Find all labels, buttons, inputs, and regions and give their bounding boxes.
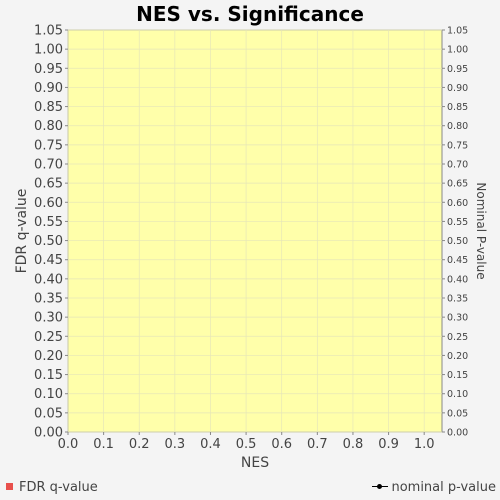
y-tick-label: 0.35 [34,292,63,307]
y-tick-label: 0.95 [34,62,63,77]
y-right-tick-label: 0.55 [447,217,468,228]
x-tick-label: 0.9 [378,437,399,452]
y-tick-label: 0.05 [34,406,63,421]
y-right-tick-label: 0.90 [447,83,468,94]
x-tick-label: 0.1 [93,437,114,452]
x-tick-label: 0.5 [236,437,257,452]
y-tick-label: 0.60 [34,196,63,211]
x-tick-label: 0.6 [271,437,292,452]
y-tick-label: 0.65 [34,177,63,192]
x-tick-label: 0.8 [343,437,364,452]
plot-background [67,29,443,433]
x-axis: 0.0 0.1 0.2 0.3 0.4 0.5 0.6 0.7 0.8 0.9 1.0 [58,432,435,452]
legend-nominal-label: nominal p-value [391,480,496,495]
y-tick-label: 1.00 [34,43,63,58]
y-tick-label: 0.30 [34,311,63,326]
grid-lines [67,29,442,433]
y-tick-label: 0.55 [34,215,63,230]
x-tick-label: 0.7 [307,437,328,452]
y-tick-label: 1.05 [34,24,63,39]
y-tick-label: 0.45 [34,253,63,268]
y-tick-label: 0.25 [34,330,63,345]
x-tick-label: 0.2 [129,437,150,452]
y-right-tick-label: 0.70 [447,160,468,171]
y-axis-label: FDR q-value [14,189,30,274]
y-right-tick-label: 0.40 [447,274,468,285]
y-tick-label: 0.40 [34,272,63,287]
line-marker-icon [372,483,389,491]
y-right-tick-label: 0.80 [447,121,468,132]
y-tick-label: 0.00 [34,426,63,441]
y-right-tick-label: 0.95 [447,64,468,75]
y-right-tick-label: 1.05 [447,26,468,37]
y-axis-left: 0.00 0.05 0.10 0.15 0.20 0.25 0.30 0.35 0.40 0.45… [34,24,68,441]
x-axis-label: NES [241,455,269,471]
y-tick-label: 0.85 [34,100,63,115]
y-tick-label: 0.90 [34,81,63,96]
y-axis-right: 0.00 0.05 0.10 0.15 0.20 0.25 0.30 0.35 0.40 0.45… [442,26,468,439]
legend-fdr: FDR q-value [6,480,98,496]
y-axis-right-label: Nominal P-value [474,182,488,279]
x-tick-label: 0.0 [58,437,79,452]
y-right-tick-label: 0.15 [447,370,468,381]
x-tick-label: 0.3 [165,437,186,452]
y-right-tick-label: 0.20 [447,351,468,362]
y-right-tick-label: 0.85 [447,102,468,113]
y-right-tick-label: 0.10 [447,389,468,400]
y-tick-label: 0.50 [34,234,63,249]
y-tick-label: 0.10 [34,387,63,402]
y-tick-label: 0.75 [34,138,63,153]
y-right-tick-label: 0.75 [447,140,468,151]
y-right-tick-label: 0.30 [447,313,468,324]
y-right-tick-label: 0.35 [447,294,468,305]
y-right-tick-label: 0.50 [447,236,468,247]
legend-fdr-label: FDR q-value [19,480,98,495]
x-tick-label: 1.0 [414,437,435,452]
y-right-tick-label: 1.00 [447,45,468,56]
y-tick-label: 0.80 [34,119,63,134]
y-right-tick-label: 0.45 [447,255,468,266]
y-right-tick-label: 0.65 [447,179,468,190]
y-right-tick-label: 0.05 [447,408,468,419]
y-right-tick-label: 0.60 [447,198,468,209]
y-tick-label: 0.20 [34,349,63,364]
y-right-tick-label: 0.00 [447,428,468,439]
chart-title: NES vs. Significance [136,2,364,26]
y-tick-label: 0.15 [34,368,63,383]
y-tick-label: 0.70 [34,158,63,173]
legend-nominal: nominal p-value [372,480,496,496]
y-right-tick-label: 0.25 [447,332,468,343]
x-tick-label: 0.4 [200,437,221,452]
fdr-swatch-icon [6,483,13,490]
